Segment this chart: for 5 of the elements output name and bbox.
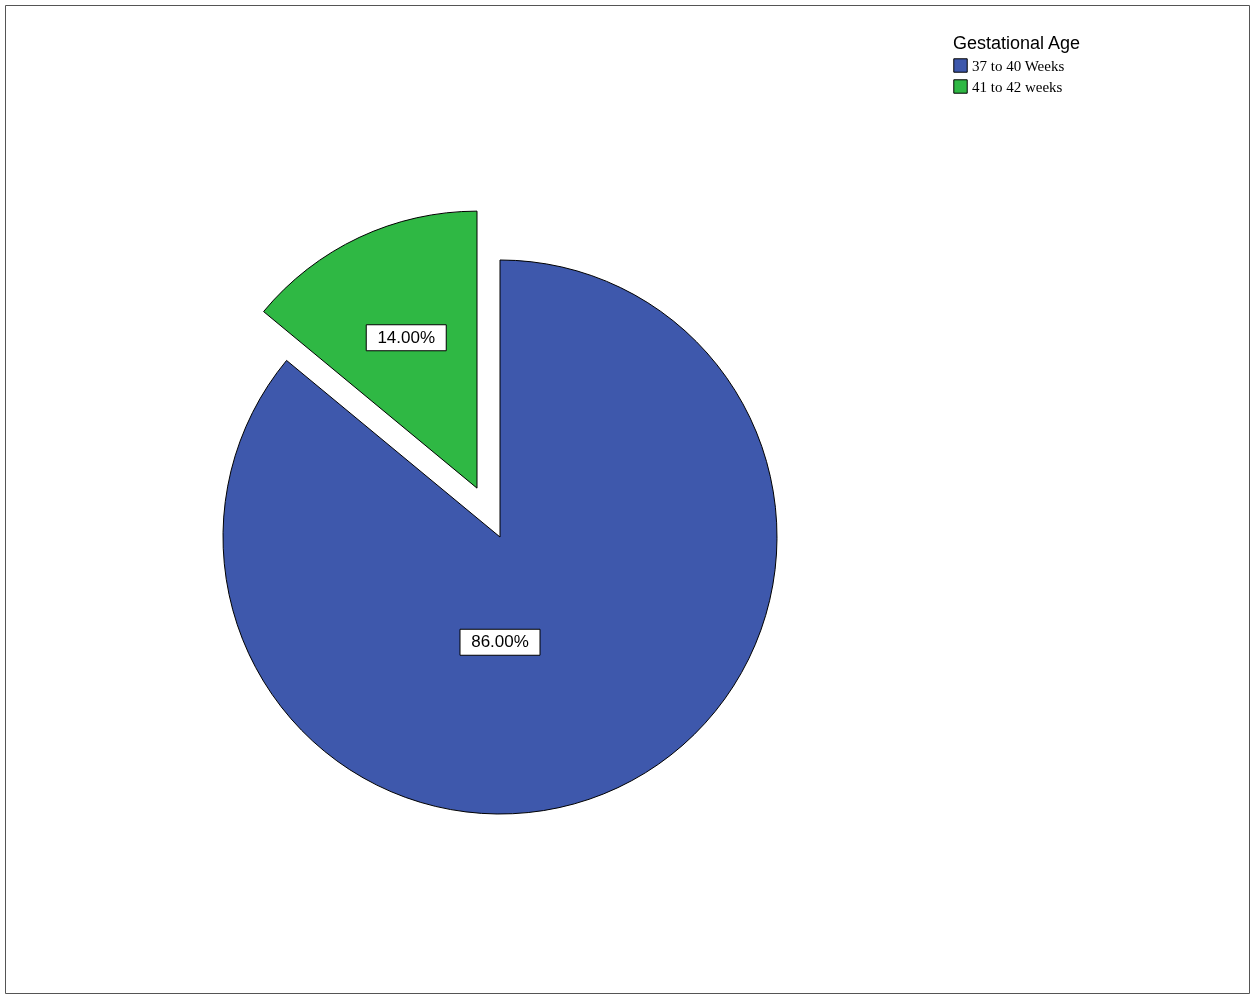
legend-title: Gestational Age xyxy=(953,33,1081,53)
legend-label: 37 to 40 Weeks xyxy=(972,57,1065,74)
legend-label: 41 to 42 weeks xyxy=(972,78,1063,95)
data-label: 14.00% xyxy=(377,327,436,347)
data-label: 86.00% xyxy=(471,632,529,652)
